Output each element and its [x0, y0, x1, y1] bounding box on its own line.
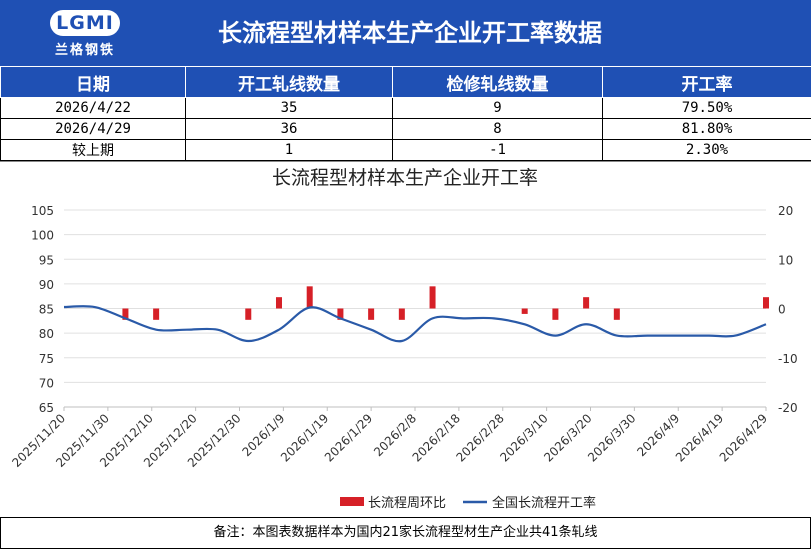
y-left-tick-label: 70 — [39, 376, 54, 390]
table-cell: 1 — [185, 139, 393, 161]
column-header-maintenance-lines: 检修轧线数量 — [392, 66, 603, 98]
table-cell: 8 — [392, 118, 603, 140]
legend-swatch-bar — [340, 497, 364, 506]
table-cell: 2026/4/22 — [0, 97, 186, 119]
column-header-running-lines: 开工轧线数量 — [185, 66, 393, 98]
bar — [552, 308, 559, 320]
table-cell: 较上期 — [0, 139, 186, 161]
y-left-tick-label: 85 — [39, 303, 54, 317]
bar — [429, 286, 436, 309]
bar — [613, 308, 620, 320]
chart-area: 长流程型材样本生产企业开工率 65 70 75 80 85 90 95 100 105 -20 -1… — [0, 161, 811, 518]
series-line — [63, 305, 767, 343]
legend-label-bar: 长流程周环比 — [368, 496, 446, 511]
axes: 65707580859095100105-20-10010202025/11/2… — [9, 204, 797, 470]
table-cell: 2026/4/29 — [0, 118, 186, 140]
y-right-tick-label: 0 — [778, 303, 786, 317]
bar — [763, 297, 769, 309]
logo-subtitle: 兰格钢铁 — [54, 43, 115, 58]
table-cell: 79.50% — [602, 97, 811, 119]
bar — [398, 308, 405, 320]
y-left-tick-label: 65 — [39, 401, 54, 415]
table-cell: 35 — [185, 97, 393, 119]
table-cell: 81.80% — [602, 118, 811, 140]
table-cell: 2.30% — [602, 139, 811, 161]
gridlines — [64, 209, 766, 408]
y-left-tick-label: 95 — [39, 253, 54, 267]
y-left-tick-label: 75 — [39, 352, 54, 366]
bar — [275, 297, 282, 309]
y-left-tick-label: 100 — [31, 229, 54, 243]
logo-badge: LGMI — [50, 10, 120, 36]
y-left-tick-label: 80 — [39, 327, 54, 341]
y-right-tick-label: 20 — [778, 204, 793, 218]
bar — [337, 308, 344, 320]
legend-label-line: 全国长流程开工率 — [492, 495, 596, 511]
y-right-tick-label: 10 — [778, 253, 793, 267]
table-row: 2026/4/29 36 8 81.80% — [0, 118, 811, 140]
bar — [306, 286, 313, 309]
bar — [368, 308, 375, 320]
company-logo: LGMI 兰格钢铁 — [44, 8, 126, 58]
header-banner: LGMI 兰格钢铁 长流程型材样本生产企业开工率数据 — [0, 0, 811, 66]
bar — [583, 297, 590, 309]
y-right-tick-label: -10 — [778, 352, 798, 366]
chart-title: 长流程型材样本生产企业开工率 — [272, 167, 538, 189]
page-title: 长流程型材样本生产企业开工率数据 — [218, 19, 602, 47]
x-tick-label: 2026/3/30 — [585, 411, 638, 464]
column-header-date: 日期 — [0, 66, 186, 98]
footnote: 备注：本图表数据样本为国内21家长流程型材生产企业共41条轧线 — [0, 517, 811, 549]
y-right-tick-label: -20 — [778, 401, 798, 415]
x-tick-label: 2026/1/29 — [322, 411, 375, 464]
table-cell: 9 — [392, 97, 603, 119]
bar — [521, 308, 528, 314]
line-series — [63, 305, 767, 343]
bar — [122, 308, 129, 320]
table-cell: -1 — [392, 139, 603, 161]
summary-table: 日期 开工轧线数量 检修轧线数量 开工率 2026/4/22 35 9 79.5… — [0, 66, 811, 161]
y-left-tick-label: 105 — [31, 204, 54, 218]
x-tick-label: 2026/4/29 — [717, 411, 770, 464]
table-row: 2026/4/22 35 9 79.50% — [0, 97, 811, 119]
bar-series — [122, 286, 769, 320]
table-row: 较上期 1 -1 2.30% — [0, 139, 811, 161]
y-left-tick-label: 90 — [39, 278, 54, 292]
bar — [245, 308, 252, 320]
operating-rate-chart: 长流程型材样本生产企业开工率 65707580859095100105-20-1… — [9, 167, 797, 511]
legend: 长流程周环比 全国长流程开工率 — [340, 495, 596, 511]
table-cell: 36 — [185, 118, 393, 140]
bar — [153, 308, 160, 320]
table-header-row: 日期 开工轧线数量 检修轧线数量 开工率 — [0, 66, 811, 98]
column-header-operating-rate: 开工率 — [602, 66, 811, 98]
